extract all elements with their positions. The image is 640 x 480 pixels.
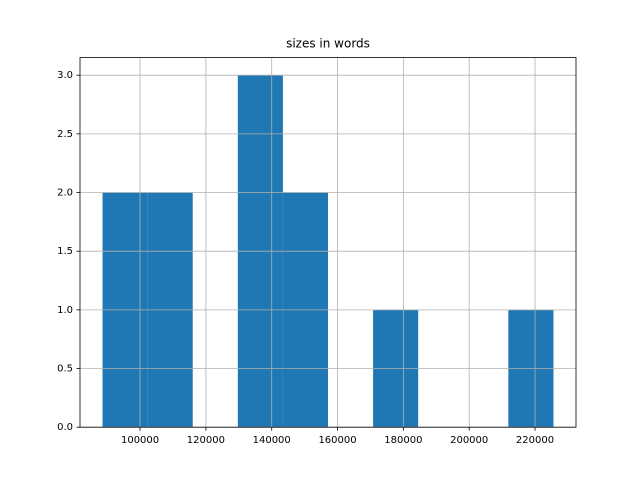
y-tick-label: 3.0: [57, 70, 73, 81]
x-tick-label: 200000: [450, 435, 488, 446]
x-tick-label: 180000: [384, 435, 422, 446]
x-tick-label: 140000: [253, 435, 291, 446]
x-tick-label: 120000: [187, 435, 225, 446]
plot-frame: [79, 57, 577, 428]
chart-title: sizes in words: [286, 37, 370, 51]
y-tick-label: 1.5: [57, 246, 73, 257]
y-tick-label: 0.0: [57, 422, 73, 433]
x-tick-label: 220000: [516, 435, 554, 446]
y-tick-label: 2.0: [57, 188, 73, 199]
x-tick-label: 100000: [121, 435, 159, 446]
x-tick-label: 160000: [318, 435, 356, 446]
y-tick-label: 1.0: [57, 305, 73, 316]
y-tick-label: 0.5: [57, 364, 73, 375]
y-tick-label: 2.5: [57, 129, 73, 140]
